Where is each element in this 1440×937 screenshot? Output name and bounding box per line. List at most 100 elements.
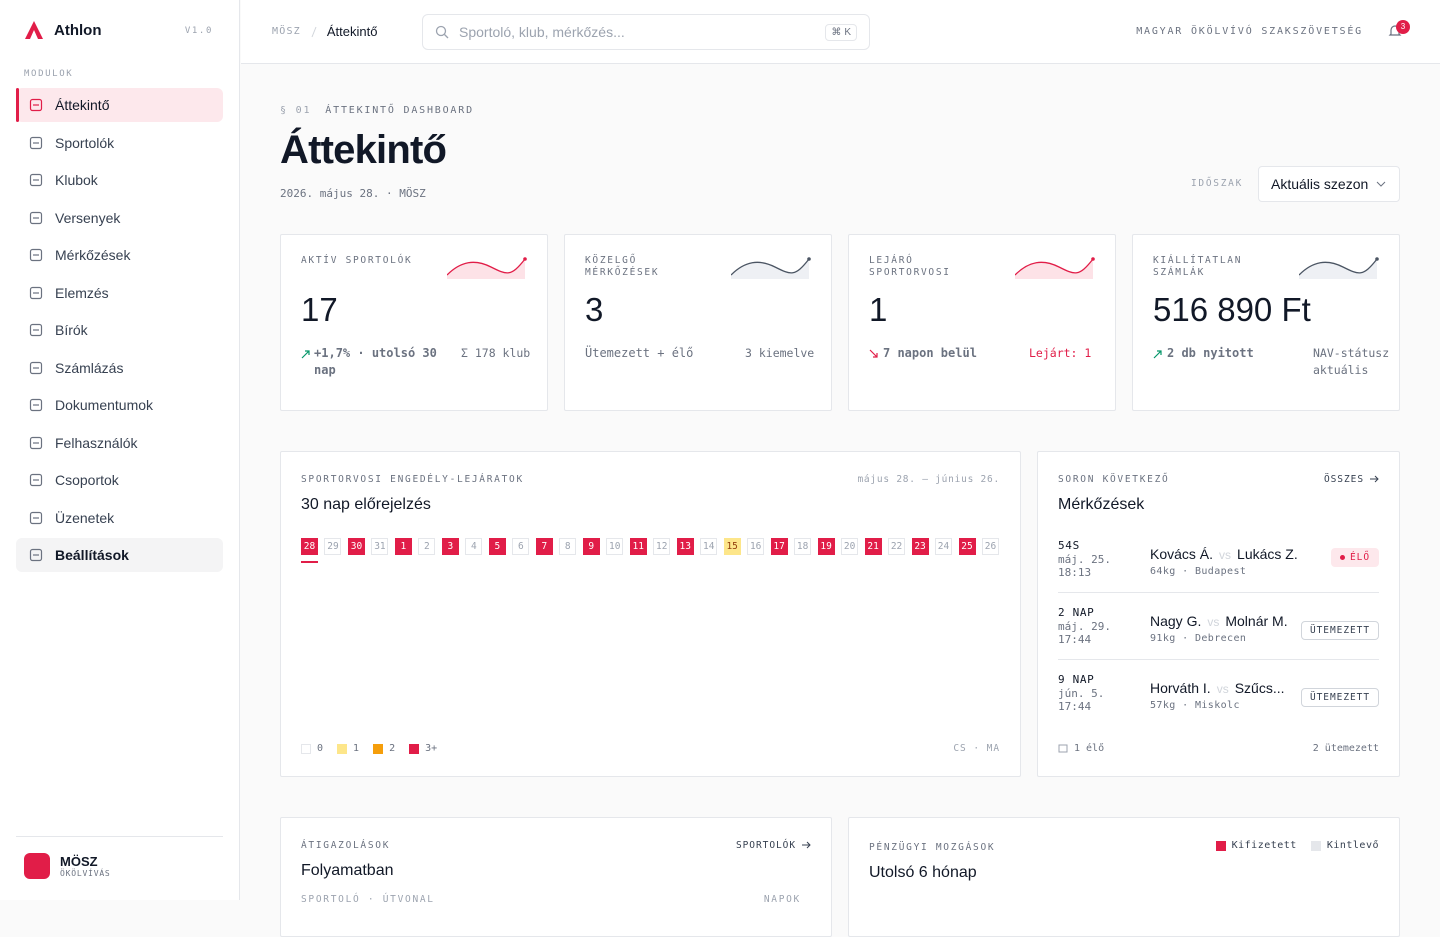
match-row[interactable]: 2 NAP máj. 29. 17:44 Nagy G. vs Molnár M. 91kg…: [1058, 593, 1379, 660]
period-select[interactable]: Aktuális szezon: [1258, 166, 1400, 202]
kpi-value: 17: [301, 291, 338, 328]
legend-item: Kifizetett: [1215, 840, 1297, 851]
kpi-note-text: Ütemezett + élő: [585, 346, 694, 360]
day-cell: 13: [676, 538, 694, 555]
match-when: 9 NAP jún. 5. 17:44: [1058, 673, 1104, 714]
icon: [1058, 744, 1068, 753]
page-title: Áttekintő: [280, 128, 447, 172]
kpi-note-text: +1,7% · utolsó 30 nap: [314, 346, 437, 377]
day-cell: 20: [841, 538, 859, 555]
nav-label: Felhasználók: [55, 434, 138, 451]
kpi-label: KÖZELGŐ MÉRKŐZÉSEK: [585, 255, 660, 278]
nav-icon: [29, 473, 43, 487]
day-cell: 7: [535, 538, 553, 555]
home: Nagy G.: [1150, 613, 1202, 629]
nav-item[interactable]: Elemzés: [16, 276, 223, 310]
org-switcher[interactable]: MÖSZ ÖKÖLVÍVÁS: [16, 836, 223, 895]
calendar-footer: CS · MA: [953, 743, 1000, 754]
sparkline: [1015, 257, 1095, 279]
nav-item[interactable]: Csoportok: [16, 463, 223, 497]
status-text: ÜTEMEZETT: [1309, 692, 1370, 703]
nav-icon: [29, 248, 43, 262]
match-row[interactable]: 54S máj. 25. 18:13 Kovács Á. vs Lukács Z. 64kg…: [1058, 526, 1379, 593]
kpi-note: 7 napon belül: [869, 345, 1019, 362]
card-kicker: SPORTORVOSI ENGEDÉLY-LEJÁRATOK: [301, 474, 524, 485]
nav-item[interactable]: Mérkőzések: [16, 238, 223, 272]
day-cell: 24: [935, 538, 953, 555]
kpi-card: LEJÁRÓ SPORTORVOSI 1 7 napon belül Lejárt: …: [848, 234, 1116, 411]
crumb[interactable]: MÖSZ: [272, 26, 301, 37]
nav-item[interactable]: Számlázás: [16, 351, 223, 385]
org-logo: [24, 853, 50, 879]
search-placeholder: Sportoló, klub, mérkőzés...: [459, 24, 625, 40]
day-cell: 10: [606, 538, 624, 555]
match-when: 54S máj. 25. 18:13: [1058, 539, 1111, 580]
nav-label: Versenyek: [55, 209, 121, 226]
nav-label: Beállítások: [55, 547, 129, 563]
date: máj. 25.: [1058, 552, 1111, 566]
sparkline: [447, 257, 527, 279]
key: ⌘: [831, 26, 842, 38]
day-cell: 29: [324, 538, 342, 555]
transfers-card: ÁTIGAZOLÁSOK Folyamatban SPORTOLÓK SPORTO…: [280, 817, 832, 937]
legend-swatch: [409, 743, 420, 754]
all-link[interactable]: ÖSSZES: [1324, 474, 1379, 485]
status: ÜTEMEZETT: [1300, 621, 1379, 640]
day-cell: 22: [888, 538, 906, 555]
nav-section: MODULOK: [24, 69, 74, 79]
nav-icon: [29, 511, 43, 524]
day-cell: 3: [441, 538, 459, 555]
vs: vs: [1219, 548, 1232, 562]
kpi-note: +1,7% · utolsó 30 nap: [301, 345, 451, 379]
breadcrumb: MÖSZ Áttekintő: [272, 24, 377, 39]
kpi-aside: Σ 178 klub: [461, 346, 531, 360]
nav-icon: [29, 323, 43, 337]
day-cell: 11: [629, 538, 647, 555]
match-when: 2 NAP máj. 29. 17:44: [1058, 606, 1111, 647]
nav-item[interactable]: Dokumentumok: [16, 388, 223, 422]
day-cell: 19: [817, 538, 835, 555]
kpi-note: Ütemezett + élő: [585, 345, 735, 362]
nav-icon: [29, 436, 43, 449]
nav-icon: [29, 286, 43, 299]
match-meta: 57kg · Miskolc: [1150, 700, 1240, 711]
version: V1.0: [184, 26, 213, 36]
card-kicker: SORON KÖVETKEZŐ: [1058, 474, 1170, 485]
kpi-label: AKTÍV SPORTOLÓK: [301, 255, 413, 266]
nav-item[interactable]: Áttekintő: [16, 88, 223, 122]
match-row[interactable]: 9 NAP jún. 5. 17:44 Horváth I. vs Szűcs... 57k…: [1058, 660, 1379, 727]
notifications[interactable]: 3: [1388, 20, 1410, 45]
nav-item[interactable]: Sportolók: [16, 126, 223, 160]
home: Horváth I.: [1150, 680, 1211, 696]
nav-item[interactable]: Bírók: [16, 313, 223, 347]
vs: vs: [1207, 615, 1220, 629]
nav-item[interactable]: Beállítások: [16, 538, 223, 572]
search[interactable]: Sportoló, klub, mérkőzés... ⌘ K: [422, 14, 870, 50]
athletes-link[interactable]: SPORTOLÓK: [736, 840, 811, 851]
time: 17:44: [1058, 633, 1092, 646]
fighters: Nagy G. vs Molnár M.: [1150, 613, 1300, 631]
status: ÜTEMEZETT: [1300, 688, 1379, 707]
arrow: [1370, 475, 1379, 483]
nav-label: Elemzés: [55, 284, 109, 301]
status-text: ÉLŐ: [1349, 552, 1370, 563]
legend-item: 2: [373, 743, 395, 754]
day-cell: 26: [982, 538, 999, 555]
trend-icon: [869, 349, 878, 358]
nav-item[interactable]: Üzenetek: [16, 501, 223, 535]
nav-icon: [29, 173, 43, 187]
nav-label: Mérkőzések: [55, 247, 131, 263]
nav-label: Sportolók: [55, 134, 115, 151]
nav-icon: [29, 548, 43, 562]
kpi-value: 516 890 Ft: [1153, 291, 1311, 328]
day-cell: 23: [911, 538, 929, 555]
kpi-card: AKTÍV SPORTOLÓK 17 +1,7% · utolsó 30 nap Σ …: [280, 234, 548, 411]
card-title: 30 nap előrejelzés: [301, 496, 431, 513]
kpi-card: KÖZELGŐ MÉRKŐZÉSEK 3 Ütemezett + élő 3 kiem…: [564, 234, 832, 411]
nav-item[interactable]: Felhasználók: [16, 426, 223, 460]
nav-item[interactable]: Versenyek: [16, 201, 223, 235]
legend: Kifizetett Kintlevő: [1215, 840, 1379, 851]
day-cell: 5: [488, 538, 506, 555]
away: Lukács Z.: [1237, 546, 1298, 562]
nav-item[interactable]: Klubok: [16, 163, 223, 197]
